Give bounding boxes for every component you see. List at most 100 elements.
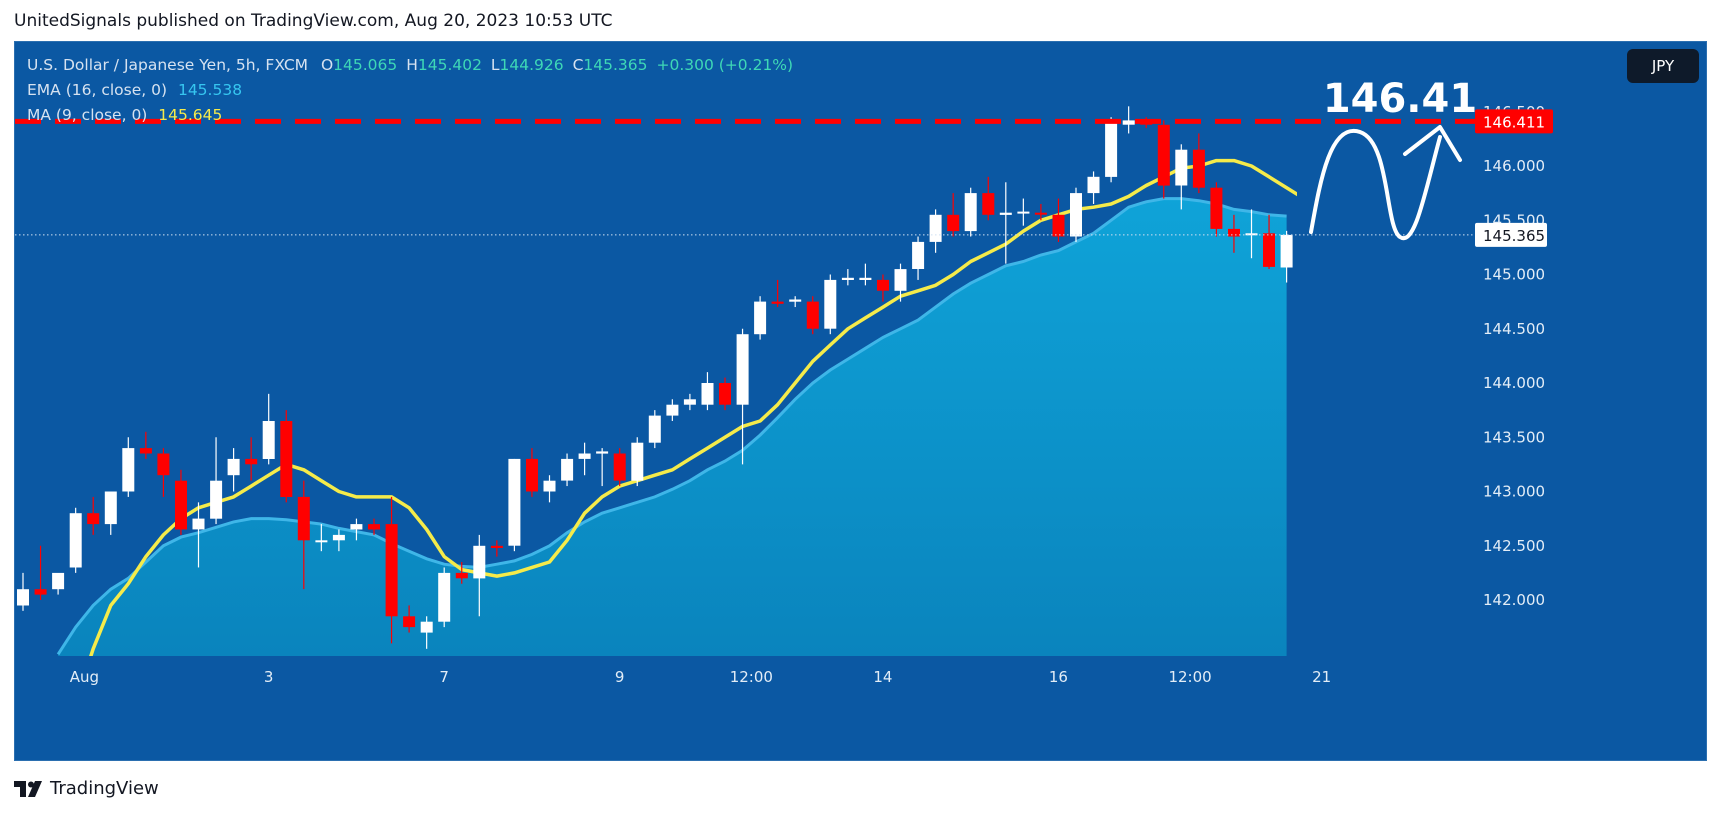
low-value: 144.926 bbox=[499, 56, 564, 74]
projection-squiggle bbox=[1309, 128, 1442, 241]
symbol-title: U.S. Dollar / Japanese Yen, 5h, FXCM bbox=[27, 56, 309, 74]
candle-body[interactable] bbox=[929, 214, 942, 242]
candle-body[interactable] bbox=[631, 442, 644, 481]
x-tick-label: Aug bbox=[70, 668, 99, 686]
y-tick-label: 145.000 bbox=[1483, 266, 1545, 284]
candle-body[interactable] bbox=[350, 524, 363, 530]
candle-body[interactable] bbox=[1263, 233, 1275, 267]
candle-body[interactable] bbox=[561, 458, 574, 481]
candle-body[interactable] bbox=[789, 299, 802, 302]
candle-body[interactable] bbox=[175, 480, 187, 530]
candle-body[interactable] bbox=[736, 334, 749, 405]
resistance-badge bbox=[1475, 109, 1553, 134]
candle-body[interactable] bbox=[332, 534, 345, 541]
candle-body[interactable] bbox=[455, 572, 468, 579]
candle-body[interactable] bbox=[912, 241, 925, 269]
ema-legend[interactable]: EMA (16, close, 0) 145.538 bbox=[27, 81, 242, 99]
candle-body[interactable] bbox=[1228, 228, 1240, 237]
candle-body[interactable] bbox=[1245, 233, 1258, 236]
candle-body[interactable] bbox=[1122, 120, 1135, 125]
candle-body[interactable] bbox=[87, 513, 100, 525]
candle-body[interactable] bbox=[508, 458, 521, 546]
candle-body[interactable] bbox=[1157, 124, 1170, 186]
candle-body[interactable] bbox=[999, 212, 1012, 215]
tradingview-logo[interactable]: TradingView bbox=[14, 778, 159, 799]
candle-body[interactable] bbox=[104, 491, 117, 525]
candle-body[interactable] bbox=[683, 399, 696, 405]
candle-body[interactable] bbox=[526, 458, 538, 492]
candle-body[interactable] bbox=[368, 524, 380, 530]
candle-body[interactable] bbox=[1070, 193, 1082, 237]
x-tick-label: 12:00 bbox=[1168, 668, 1211, 686]
candle-body[interactable] bbox=[964, 193, 977, 232]
candle-body[interactable] bbox=[1087, 176, 1100, 194]
candle-body[interactable] bbox=[1192, 149, 1205, 188]
candle-body[interactable] bbox=[1034, 212, 1047, 215]
candle-body[interactable] bbox=[280, 421, 293, 497]
candle-body[interactable] bbox=[771, 301, 784, 304]
candle-body[interactable] bbox=[1105, 122, 1118, 177]
candle-body[interactable] bbox=[701, 383, 714, 405]
target-annotation: 146.41 bbox=[1323, 76, 1477, 122]
candle-body[interactable] bbox=[490, 545, 503, 548]
candle-body[interactable] bbox=[297, 496, 310, 541]
currency-button[interactable]: JPY bbox=[1627, 49, 1699, 83]
candle-body[interactable] bbox=[245, 458, 258, 465]
candle-body[interactable] bbox=[1210, 187, 1223, 229]
chart-pane[interactable]: 142.000 142.500 143.000 143.500 144.000 144.5… bbox=[14, 41, 1707, 761]
candle-body[interactable] bbox=[894, 269, 907, 291]
candle-body[interactable] bbox=[262, 421, 275, 459]
candle-body[interactable] bbox=[806, 301, 819, 329]
open-label: O bbox=[320, 56, 334, 74]
candle-body[interactable] bbox=[210, 480, 223, 519]
candle-body[interactable] bbox=[227, 458, 240, 476]
candle-body[interactable] bbox=[1017, 211, 1030, 214]
candle-body[interactable] bbox=[1052, 214, 1065, 237]
tradingview-brand: TradingView bbox=[50, 778, 159, 799]
candle-body[interactable] bbox=[596, 451, 609, 454]
x-tick-label: 9 bbox=[615, 668, 625, 686]
candle-body[interactable] bbox=[1175, 149, 1188, 186]
symbol-legend: U.S. Dollar / Japanese Yen, 5h, FXCM O 14… bbox=[27, 56, 793, 74]
candle-body[interactable] bbox=[578, 453, 591, 459]
candle-body[interactable] bbox=[139, 448, 152, 454]
tradingview-logo-icon bbox=[14, 780, 42, 797]
y-tick-label: 143.000 bbox=[1483, 483, 1545, 501]
candle-body[interactable] bbox=[52, 572, 65, 590]
candle-body[interactable] bbox=[69, 513, 82, 568]
candle-body[interactable] bbox=[719, 383, 731, 405]
candle-body[interactable] bbox=[841, 277, 854, 280]
candle-body[interactable] bbox=[877, 279, 889, 291]
candle-body[interactable] bbox=[122, 448, 135, 492]
candle-body[interactable] bbox=[420, 621, 433, 633]
candle-body[interactable] bbox=[859, 277, 872, 280]
x-tick-label: 12:00 bbox=[730, 668, 773, 686]
close-value: 145.365 bbox=[583, 56, 648, 74]
ma-legend[interactable]: MA (9, close, 0) 145.645 bbox=[27, 106, 222, 124]
y-tick-label: 142.000 bbox=[1483, 591, 1545, 609]
candle-body[interactable] bbox=[34, 589, 47, 595]
candle-body[interactable] bbox=[403, 616, 416, 628]
candle-body[interactable] bbox=[613, 453, 626, 481]
candle-body[interactable] bbox=[17, 589, 29, 606]
candle-body[interactable] bbox=[824, 279, 837, 329]
candle-body[interactable] bbox=[385, 524, 398, 617]
candle-body[interactable] bbox=[1280, 234, 1293, 268]
price-chart[interactable]: 142.000 142.500 143.000 143.500 144.000 144.5… bbox=[15, 42, 1708, 762]
candle-body[interactable] bbox=[666, 404, 679, 416]
candle-body[interactable] bbox=[543, 480, 556, 492]
candle-body[interactable] bbox=[315, 540, 328, 543]
candle-body[interactable] bbox=[947, 214, 960, 232]
candle-body[interactable] bbox=[754, 301, 767, 335]
resistance-badge-label: 146.411 bbox=[1483, 113, 1545, 131]
candle-body[interactable] bbox=[438, 572, 451, 622]
y-tick-label: 144.500 bbox=[1483, 320, 1545, 338]
candle-body[interactable] bbox=[648, 415, 661, 443]
y-tick-label: 144.000 bbox=[1483, 374, 1545, 392]
candle-body[interactable] bbox=[982, 193, 995, 215]
candle-body[interactable] bbox=[157, 453, 170, 476]
change-value: +0.300 (+0.21%) bbox=[656, 56, 794, 74]
close-label: C bbox=[572, 56, 584, 74]
candle-body[interactable] bbox=[192, 518, 205, 530]
candle-body[interactable] bbox=[473, 545, 486, 579]
